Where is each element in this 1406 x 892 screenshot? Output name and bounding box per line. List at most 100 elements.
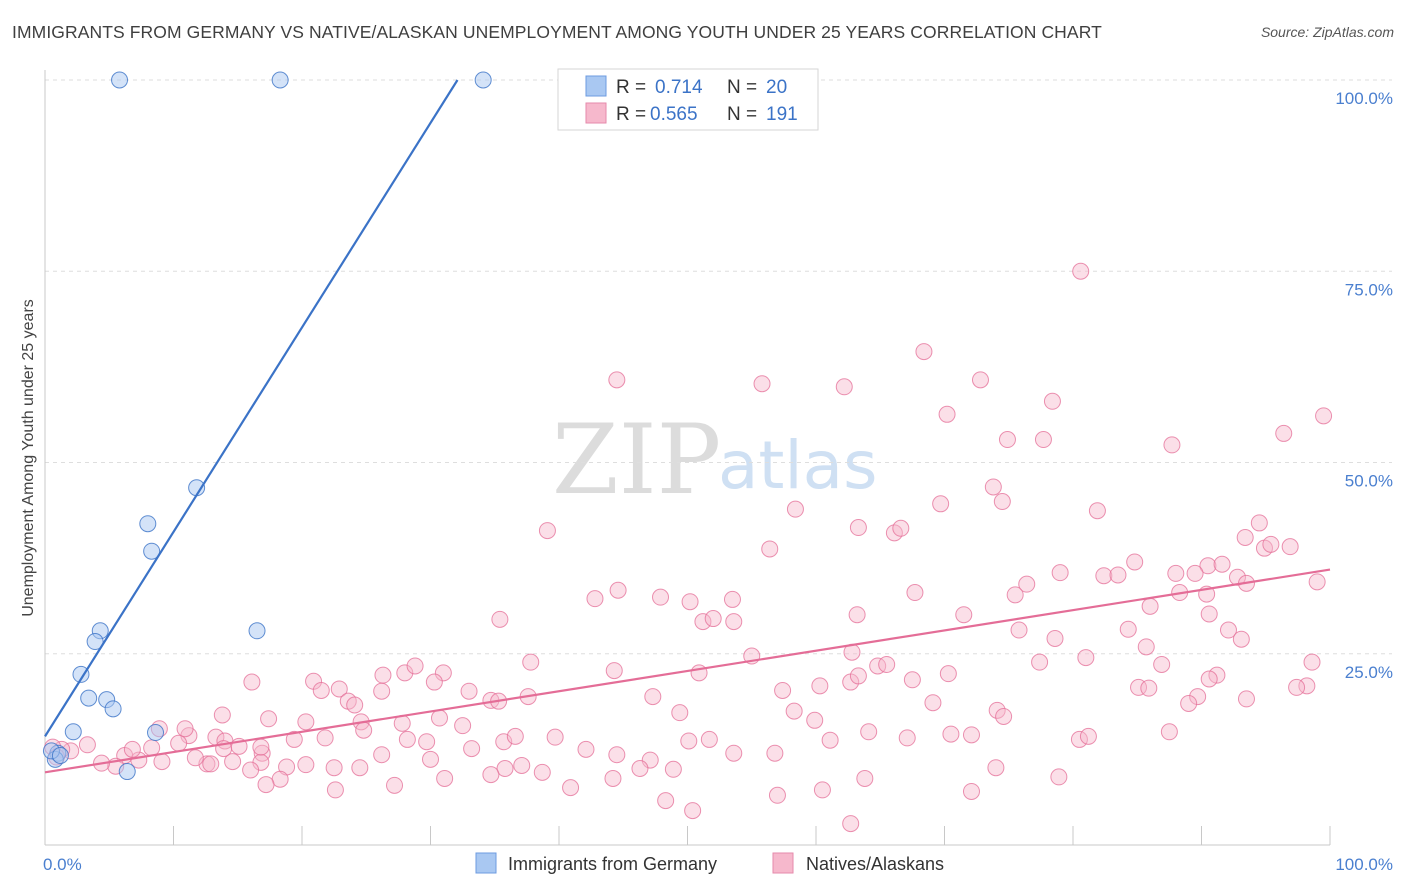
immigrants-germany-point: [271, 71, 289, 89]
natives-alaskans-point: [671, 704, 689, 722]
natives-alaskans-point: [78, 736, 96, 754]
legend-swatch-pink: [585, 102, 607, 124]
immigrants-germany-trend-line: [44, 79, 459, 737]
natives-alaskans-point: [1126, 553, 1144, 571]
natives-alaskans-point: [326, 781, 344, 799]
natives-alaskans-point: [680, 732, 698, 750]
natives-alaskans-point: [631, 760, 649, 777]
legend-r-value-blue: 0.714: [655, 77, 703, 98]
natives-alaskans-point: [460, 682, 478, 700]
natives-alaskans-point: [725, 613, 743, 631]
immigrants-germany-point: [80, 689, 98, 707]
natives-alaskans-point: [806, 711, 824, 729]
natives-alaskans-point: [987, 759, 1005, 777]
x-tick-label-max: 100.0%: [1335, 855, 1393, 874]
natives-alaskans-point: [768, 786, 786, 804]
natives-alaskans-point: [1250, 514, 1268, 532]
natives-alaskans-points: [44, 262, 1333, 833]
natives-alaskans-point: [1079, 727, 1097, 745]
natives-alaskans-point: [1153, 655, 1171, 673]
natives-alaskans-point: [436, 769, 454, 787]
natives-alaskans-point: [1167, 564, 1185, 582]
natives-alaskans-point: [1200, 605, 1218, 623]
natives-alaskans-point: [906, 584, 924, 602]
legend-n-label-blue: N =: [727, 77, 757, 98]
natives-alaskans-point: [1189, 688, 1207, 706]
natives-alaskans-point: [243, 673, 261, 691]
immigrants-germany-point: [147, 724, 165, 742]
natives-alaskans-point: [1208, 666, 1226, 684]
natives-alaskans-point: [848, 606, 866, 624]
natives-alaskans-point: [1219, 621, 1237, 639]
natives-alaskans-point: [995, 707, 1013, 725]
natives-alaskans-point: [869, 657, 887, 675]
natives-alaskans-point: [1213, 555, 1231, 573]
bottom-legend-label-pink: Natives/Alaskans: [806, 854, 944, 874]
immigrants-germany-point: [111, 71, 129, 89]
natives-alaskans-point: [463, 740, 481, 758]
natives-alaskans-point: [1275, 424, 1293, 442]
legend-n-label-pink: N =: [727, 104, 757, 125]
natives-alaskans-point: [1140, 679, 1158, 697]
immigrants-germany-point: [72, 665, 90, 683]
natives-alaskans-point: [224, 753, 242, 771]
natives-alaskans-point: [684, 802, 702, 820]
natives-alaskans-point: [856, 769, 874, 787]
natives-alaskans-point: [312, 681, 330, 699]
natives-alaskans-point: [252, 738, 270, 756]
natives-alaskans-point: [849, 519, 867, 537]
natives-alaskans-point: [373, 746, 391, 764]
natives-alaskans-point: [346, 696, 364, 714]
natives-alaskans-point: [202, 755, 220, 773]
natives-alaskans-point: [924, 694, 942, 712]
natives-alaskans-point: [766, 744, 784, 762]
natives-alaskans-point: [454, 717, 472, 735]
natives-alaskans-point: [962, 726, 980, 744]
legend-r-label-pink: R =: [616, 104, 646, 125]
natives-alaskans-point: [657, 792, 675, 810]
natives-alaskans-point: [297, 713, 315, 731]
y-tick-label: 75.0%: [1345, 280, 1393, 299]
natives-alaskans-point: [1010, 621, 1028, 639]
legend-r-value-pink: 0.565: [650, 104, 698, 125]
immigrants-germany-point: [51, 746, 69, 764]
immigrants-germany-point: [248, 622, 266, 640]
natives-alaskans-point: [1088, 502, 1106, 520]
natives-alaskans-point: [753, 375, 771, 393]
watermark-atlas: atlas: [718, 427, 878, 504]
natives-alaskans-point: [213, 706, 231, 724]
natives-alaskans-point: [938, 405, 956, 423]
natives-alaskans-point: [425, 673, 443, 691]
natives-alaskans-point: [903, 671, 921, 689]
immigrants-germany-point: [118, 763, 136, 781]
natives-alaskans-point: [1237, 690, 1255, 708]
natives-alaskans-point: [297, 756, 315, 774]
y-tick-label: 50.0%: [1345, 472, 1393, 491]
natives-alaskans-point: [786, 500, 804, 518]
y-axis-label: Unemployment Among Youth under 25 years: [20, 299, 37, 617]
natives-alaskans-point: [513, 756, 531, 774]
natives-alaskans-point: [898, 729, 916, 747]
natives-alaskans-point: [939, 665, 957, 683]
natives-alaskans-point: [1043, 392, 1061, 410]
natives-alaskans-point: [271, 770, 289, 788]
natives-alaskans-point: [143, 739, 161, 757]
natives-alaskans-point: [1077, 649, 1095, 667]
natives-alaskans-point: [1050, 768, 1068, 786]
y-tick-label: 25.0%: [1345, 663, 1393, 682]
natives-alaskans-point: [373, 682, 391, 700]
natives-alaskans-point: [942, 725, 960, 743]
natives-alaskans-point: [1288, 678, 1306, 696]
natives-alaskans-point: [694, 613, 712, 631]
natives-alaskans-point: [260, 710, 278, 728]
natives-alaskans-point: [1160, 723, 1178, 741]
natives-alaskans-point: [988, 701, 1006, 719]
natives-alaskans-point: [821, 731, 839, 749]
natives-alaskans-point: [1141, 597, 1159, 615]
natives-alaskans-point: [608, 746, 626, 764]
y-tick-label: 100.0%: [1335, 89, 1393, 108]
natives-alaskans-point: [1095, 567, 1113, 585]
immigrants-germany-point: [474, 71, 492, 89]
natives-alaskans-point: [351, 759, 369, 777]
